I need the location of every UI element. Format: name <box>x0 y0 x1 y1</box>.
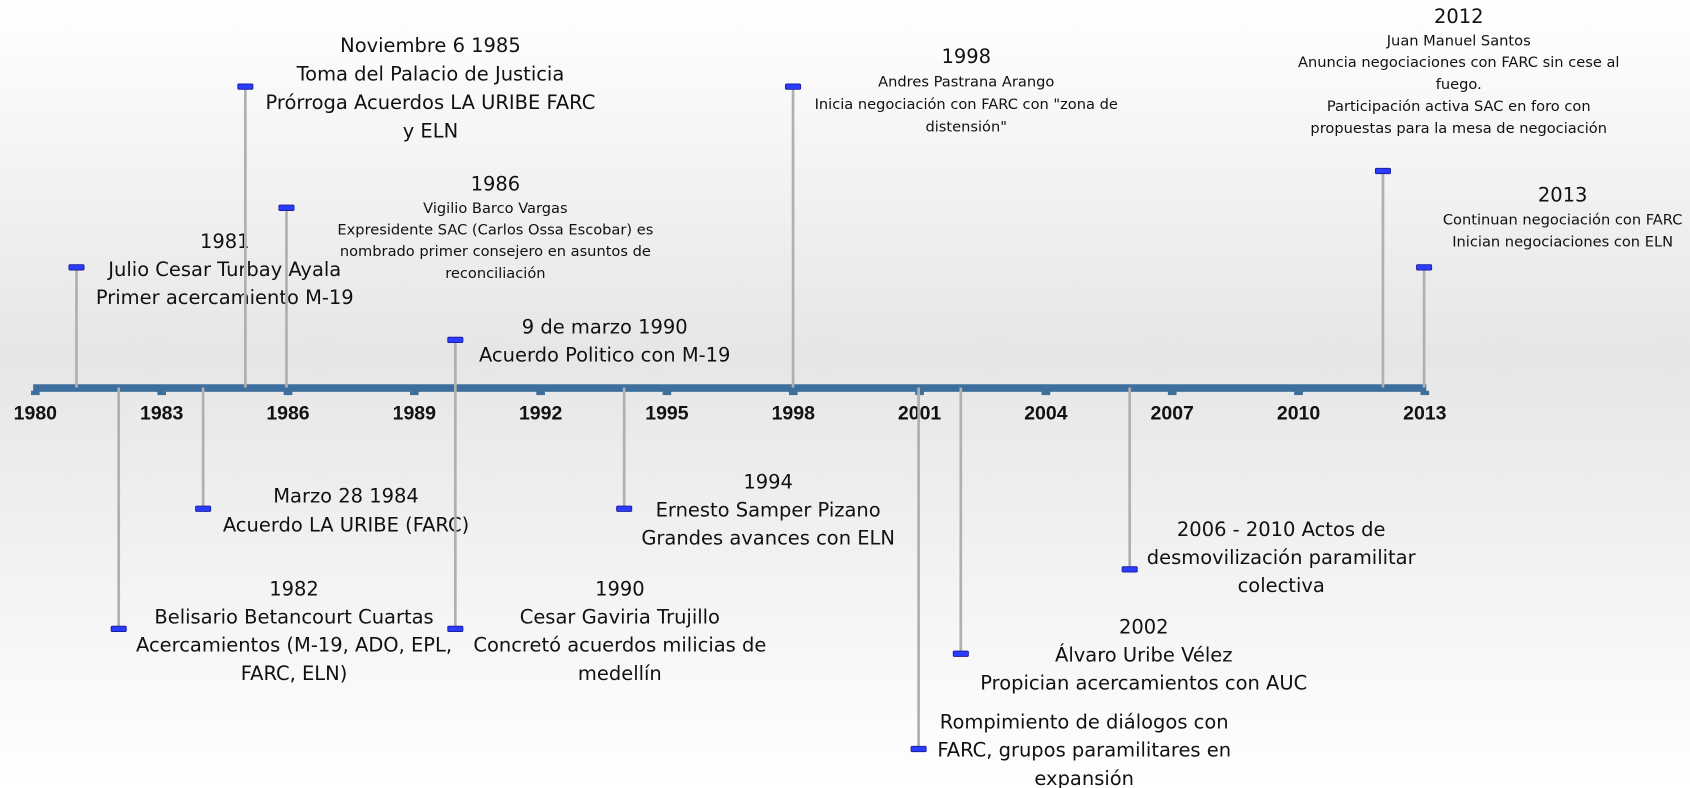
event-marker <box>68 264 85 271</box>
axis-label: 1989 <box>393 403 436 425</box>
event-text: Anuncia negociaciones con FARC sin cese … <box>1298 54 1620 71</box>
event-marker <box>785 83 802 90</box>
event-text: Juan Manuel Santos <box>1386 32 1531 49</box>
event-marker <box>1121 566 1138 573</box>
axis-label: 2004 <box>1024 403 1067 425</box>
event-text: expansión <box>1034 767 1134 788</box>
event-text: propuestas para la mesa de negociación <box>1310 120 1607 137</box>
event-text: Julio Cesar Turbay Ayala <box>107 258 341 281</box>
event-marker <box>278 204 295 211</box>
axis-tick <box>662 390 672 396</box>
event-text: 1998 <box>941 45 991 68</box>
axis-tick <box>1167 390 1177 396</box>
event-text: Marzo 28 1984 <box>273 484 419 507</box>
event-marker <box>910 745 927 753</box>
event-text: Andres Pastrana Arango <box>878 73 1054 90</box>
event-marker <box>195 505 212 512</box>
event-text: 1986 <box>471 173 521 196</box>
axis-tick <box>31 390 40 396</box>
event-text: Acuerdo Politico con M-19 <box>479 344 730 367</box>
event-text: 1982 <box>269 577 319 600</box>
event-text: Continuan negociación con FARC <box>1443 211 1683 228</box>
event-text: Propician acercamientos con AUC <box>980 672 1307 695</box>
event-text: 2006 - 2010 Actos de <box>1177 518 1386 541</box>
event-text: 2012 <box>1434 5 1484 28</box>
event-marker <box>1416 264 1433 271</box>
axis-label: 2013 <box>1403 403 1446 425</box>
event-text: desmovilización paramilitar <box>1147 546 1416 569</box>
axis-label: 1980 <box>14 403 57 425</box>
axis-label: 2010 <box>1277 403 1320 425</box>
event-text: Acercamientos (M-19, ADO, EPL, <box>136 634 452 657</box>
axis-label: 1998 <box>772 403 815 425</box>
axis-label: 2007 <box>1151 403 1194 425</box>
event-text: Inicia negociación con FARC con "zona de <box>815 96 1118 113</box>
axis-tick <box>157 390 166 396</box>
event-text: nombrado primer consejero en asuntos de <box>340 243 651 260</box>
event-text: colectiva <box>1238 574 1325 597</box>
event-text: Concretó acuerdos milicias de <box>473 634 766 657</box>
event-text: medellín <box>578 662 662 685</box>
event-marker <box>110 625 127 633</box>
event-text: 9 de marzo 1990 <box>522 315 688 338</box>
event-marker <box>952 650 969 657</box>
event-text: Grandes avances con ELN <box>641 527 895 550</box>
axis-tick <box>536 390 545 396</box>
event-text: Rompimiento de diálogos con <box>940 711 1229 734</box>
event-text: Acuerdo LA URIBE (FARC) <box>223 514 469 537</box>
event-text: 1994 <box>743 470 793 493</box>
event-text: Inician negociaciones con ELN <box>1452 233 1673 250</box>
axis-tick <box>409 390 419 396</box>
axis-label: 1983 <box>140 403 183 425</box>
event-text: Toma del Palacio de Justicia <box>296 63 565 86</box>
event-text: Participación activa SAC en foro con <box>1327 98 1591 115</box>
event-text: Prórroga Acuerdos LA URIBE FARC <box>266 91 596 114</box>
event-text: y ELN <box>403 119 458 142</box>
axis-tick <box>788 390 798 396</box>
axis-label: 1986 <box>266 403 309 425</box>
event-text: Expresidente SAC (Carlos Ossa Escobar) e… <box>337 222 653 239</box>
event-text: 2013 <box>1538 183 1588 206</box>
event-text: Vigilio Barco Vargas <box>423 200 567 217</box>
event-text: FARC, grupos paramilitares en <box>937 739 1231 762</box>
event-text: Ernesto Samper Pizano <box>656 498 881 521</box>
axis-tick <box>1041 390 1051 396</box>
event-marker <box>616 505 633 512</box>
event-text: distensión" <box>925 119 1007 136</box>
event-text: Belisario Betancourt Cuartas <box>154 606 433 629</box>
event-text: FARC, ELN) <box>241 662 348 685</box>
axis-tick <box>1420 390 1430 396</box>
event-marker <box>447 625 464 633</box>
event-text: 1990 <box>595 577 645 600</box>
event-text: Álvaro Uribe Vélez <box>1055 643 1232 666</box>
axis-tick <box>283 390 293 396</box>
event-marker <box>447 336 464 344</box>
axis-label: 1992 <box>519 403 562 425</box>
event-marker <box>1374 167 1391 175</box>
axis-tick <box>1294 390 1303 396</box>
axis-label: 1995 <box>645 403 688 425</box>
event-marker <box>237 83 254 90</box>
timeline-axis <box>33 384 1427 392</box>
event-text: Noviembre 6 1985 <box>340 34 521 57</box>
event-text: Primer acercamiento M-19 <box>96 286 354 309</box>
event-text: 2002 <box>1119 615 1169 638</box>
event-text: reconciliación <box>445 265 545 282</box>
event-text: fuego. <box>1436 76 1482 93</box>
event-text: 1981 <box>200 230 250 253</box>
event-text: Cesar Gaviria Trujillo <box>520 606 720 629</box>
